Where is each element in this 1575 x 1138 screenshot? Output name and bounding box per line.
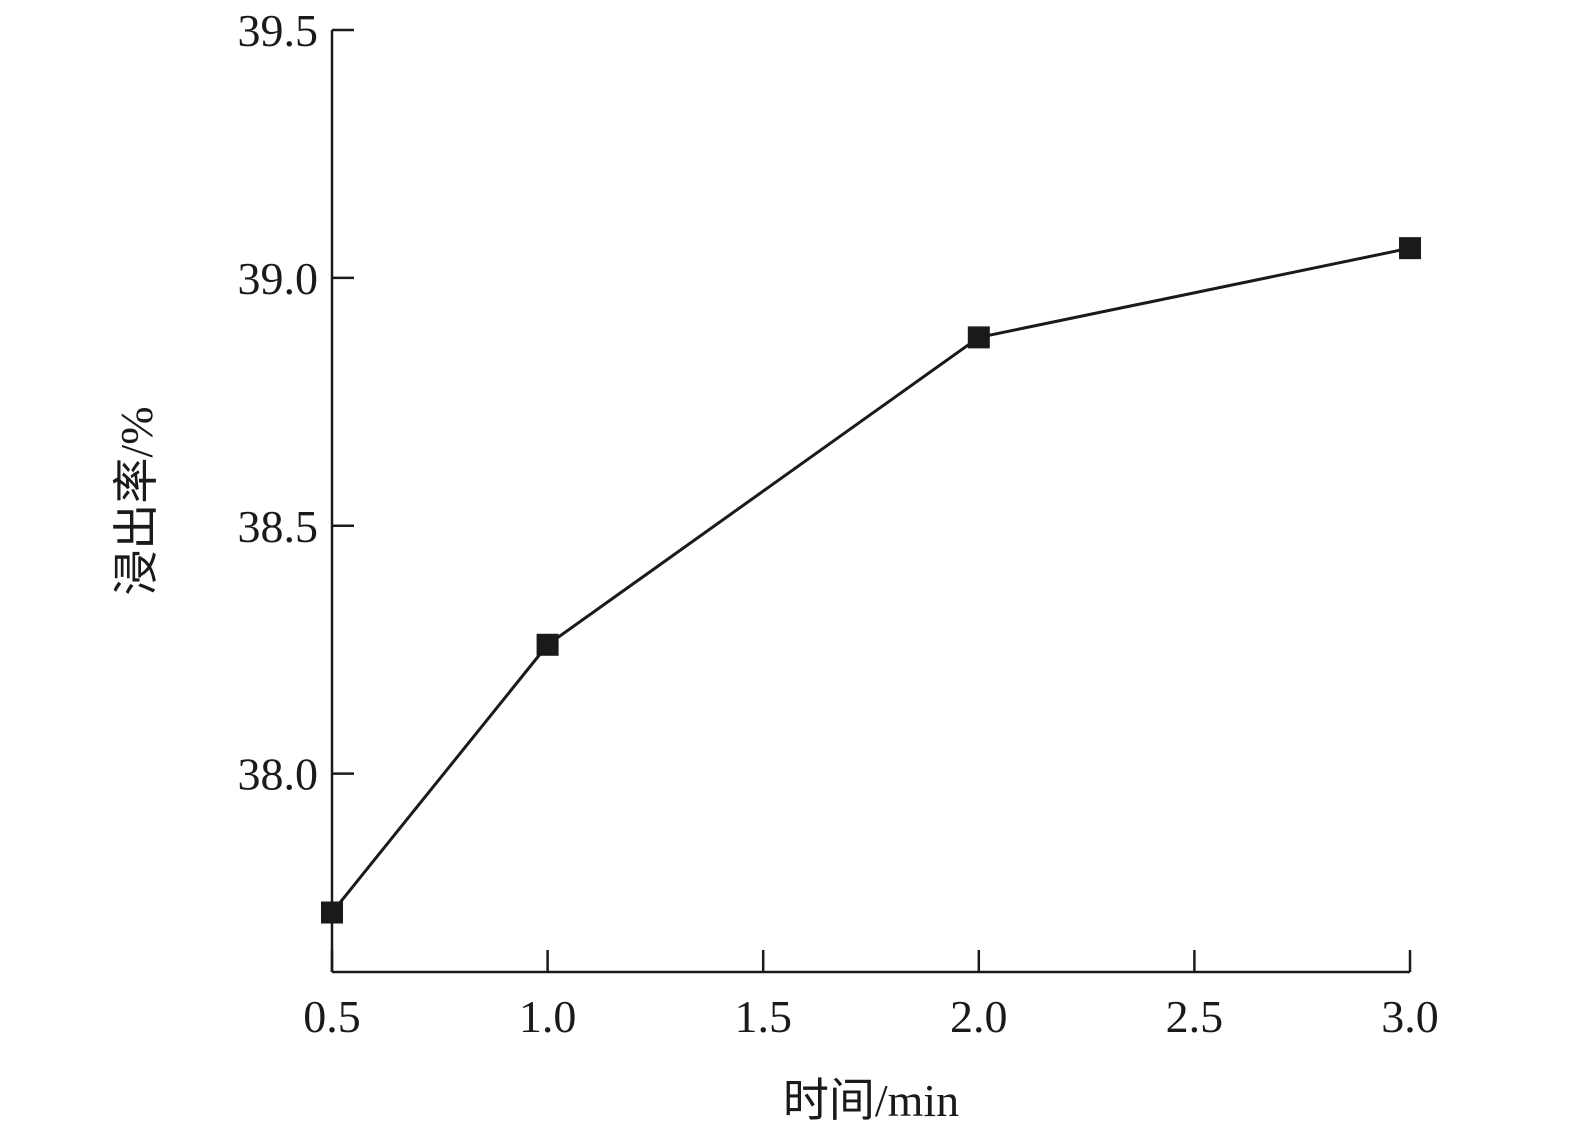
x-tick-label-0: 0.5 [303,991,361,1042]
data-point-0-2 [967,326,990,349]
x-tick-label-3: 2.0 [950,991,1008,1042]
x-axis-title: 时间/min [783,1075,959,1126]
data-point-0-1 [536,633,559,656]
data-point-0-0 [321,901,343,924]
axes [330,30,1410,974]
y-axis-title: 浸出率/% [111,406,162,595]
y-tick-label-0: 38.0 [238,749,319,800]
y-tick-label-2: 39.0 [238,253,319,304]
series-group [321,237,1421,924]
x-ticks: 0.5 1.0 1.5 2.0 2.5 3.0 [303,950,1439,1042]
x-tick-label-1: 1.0 [519,991,577,1042]
data-point-0-3 [1399,237,1421,260]
x-tick-label-2: 1.5 [734,991,792,1042]
series-line-0 [330,246,1411,914]
x-tick-label-4: 2.5 [1166,991,1224,1042]
y-ticks: 38.0 38.5 39.0 39.5 [238,5,354,800]
y-tick-label-1: 38.5 [238,501,319,552]
x-tick-label-5: 3.0 [1381,991,1439,1042]
y-tick-label-3: 39.5 [238,5,319,56]
